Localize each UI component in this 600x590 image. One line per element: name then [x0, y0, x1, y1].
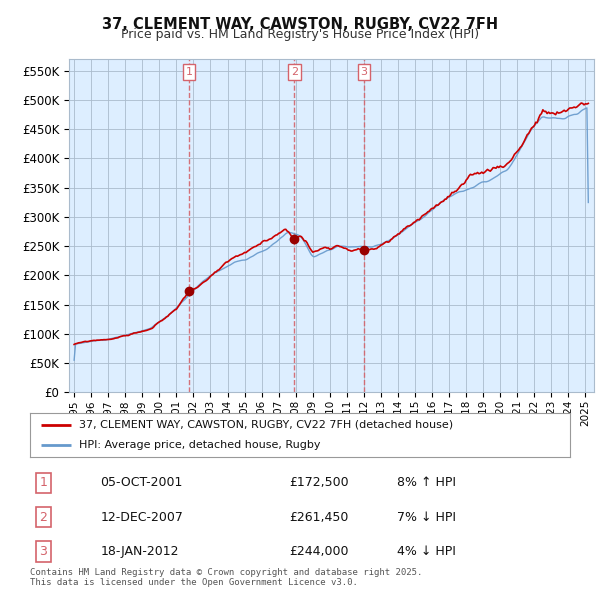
Text: Contains HM Land Registry data © Crown copyright and database right 2025.
This d: Contains HM Land Registry data © Crown c… — [30, 568, 422, 587]
Text: 37, CLEMENT WAY, CAWSTON, RUGBY, CV22 7FH: 37, CLEMENT WAY, CAWSTON, RUGBY, CV22 7F… — [102, 17, 498, 31]
Text: 4% ↓ HPI: 4% ↓ HPI — [397, 545, 456, 558]
Text: £244,000: £244,000 — [289, 545, 349, 558]
Text: 3: 3 — [40, 545, 47, 558]
Text: 2: 2 — [40, 510, 47, 523]
Text: 37, CLEMENT WAY, CAWSTON, RUGBY, CV22 7FH (detached house): 37, CLEMENT WAY, CAWSTON, RUGBY, CV22 7F… — [79, 420, 453, 430]
Text: 8% ↑ HPI: 8% ↑ HPI — [397, 476, 456, 489]
Text: 3: 3 — [361, 67, 367, 77]
Text: HPI: Average price, detached house, Rugby: HPI: Average price, detached house, Rugb… — [79, 440, 320, 450]
Text: 1: 1 — [185, 67, 193, 77]
Text: 1: 1 — [40, 476, 47, 489]
Text: £172,500: £172,500 — [289, 476, 349, 489]
Text: 18-JAN-2012: 18-JAN-2012 — [100, 545, 179, 558]
Text: 7% ↓ HPI: 7% ↓ HPI — [397, 510, 456, 523]
Text: £261,450: £261,450 — [289, 510, 349, 523]
Text: 05-OCT-2001: 05-OCT-2001 — [100, 476, 182, 489]
Text: 2: 2 — [291, 67, 298, 77]
Text: 12-DEC-2007: 12-DEC-2007 — [100, 510, 183, 523]
Text: Price paid vs. HM Land Registry's House Price Index (HPI): Price paid vs. HM Land Registry's House … — [121, 28, 479, 41]
